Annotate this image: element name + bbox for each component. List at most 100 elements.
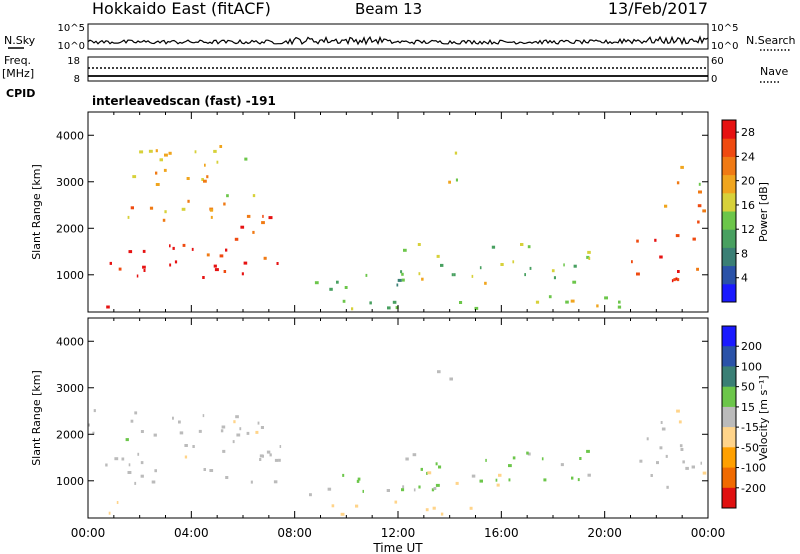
noise-right-tick-top: 10^5 (711, 23, 738, 34)
velocity-echo-cell (108, 511, 111, 515)
date-title: 13/Feb/2017 (608, 0, 708, 18)
velocity-echo-cell (435, 483, 440, 487)
power-echo-cell (209, 208, 214, 212)
velocity-echo-cell (666, 485, 669, 489)
power-echo-cell (698, 190, 702, 194)
velocity-echo-cell (246, 431, 250, 435)
power-echo-cell (210, 215, 213, 219)
power-echo-cell (155, 149, 158, 153)
power-colorbar-tick-label: 24 (741, 150, 755, 163)
power-echoes (106, 145, 706, 311)
velocity-echo-cell (309, 493, 312, 497)
noise-right-tick-bottom: 10^0 (711, 41, 738, 52)
velocity-echo-cell (327, 487, 332, 491)
power-echo-cell (369, 301, 372, 305)
velocity-echo-cell (154, 469, 157, 473)
freq-left-tick-bottom: 8 (74, 74, 80, 85)
power-colorbar-segment (722, 229, 736, 248)
velocity-echo-cell (418, 485, 421, 489)
power-echo-cell (336, 280, 339, 284)
power-ytick-label: 2000 (56, 222, 84, 235)
power-echo-cell (565, 300, 569, 304)
velocity-ylabel: Slant Range [km] (30, 370, 43, 466)
power-echo-cell (206, 253, 210, 257)
velocity-echo-cell (449, 377, 453, 381)
velocity-echo-cell (455, 481, 459, 485)
velocity-echo-cell (413, 488, 416, 492)
power-echo-cell (400, 270, 403, 274)
power-echo-cell (659, 255, 663, 259)
velocity-echo-cell (128, 463, 131, 467)
power-echo-cell (587, 250, 591, 254)
power-echo-cell (252, 230, 255, 234)
power-echo-cell (164, 210, 167, 214)
power-echo-cell (213, 149, 217, 153)
power-echo-cell (276, 262, 279, 265)
power-colorbar-tick-label: 8 (741, 247, 748, 260)
power-echo-cell (241, 272, 244, 276)
velocity-echo-cell (679, 444, 683, 448)
power-echo-cell (159, 158, 163, 162)
power-echo-cell (418, 272, 421, 276)
velocity-echo-cell (682, 460, 685, 464)
power-echo-cell (395, 306, 399, 310)
velocity-colorbar-tick-label: 50 (741, 381, 755, 394)
power-echo-cell (548, 295, 552, 299)
velocity-echo-cell (220, 429, 224, 433)
velocity-echo-cell (278, 458, 281, 462)
velocity-echo-cell (260, 426, 264, 429)
velocity-echo-cell (88, 423, 90, 427)
time-tick-label: 00:00 (71, 526, 106, 540)
velocity-colorbar-segment (722, 447, 736, 468)
velocity-colorbar-segment (722, 346, 736, 367)
velocity-ytick-label: 1000 (56, 475, 84, 488)
velocity-echo-cell (560, 463, 564, 467)
velocity-echo-cell (587, 473, 591, 477)
velocity-echo-cell (469, 506, 473, 510)
velocity-echo-cell (172, 416, 174, 420)
velocity-echo-cell (232, 440, 235, 444)
nsearch-label: N.Search (746, 34, 796, 47)
power-echo-cell (268, 216, 273, 220)
power-echo-cell (136, 274, 139, 278)
power-echo-cell (262, 214, 264, 218)
time-tick-label: 20:00 (587, 526, 622, 540)
velocity-echo-cell (209, 469, 214, 472)
velocity-echo-cell (496, 483, 500, 487)
freq-unit-label: [MHz] (2, 67, 34, 80)
power-echo-cell (527, 245, 531, 249)
velocity-ytick-label: 2000 (56, 428, 84, 441)
velocity-echo-cell (437, 370, 441, 374)
velocity-ytick-label: 4000 (56, 335, 84, 348)
velocity-echo-cell (114, 457, 119, 461)
power-echo-cell (314, 281, 319, 285)
velocity-echo-cell (116, 501, 119, 504)
power-echo-cell (329, 287, 333, 291)
power-echo-cell (263, 256, 267, 260)
power-echo-cell (617, 305, 622, 309)
power-colorbar-label: Power [dB] (757, 182, 770, 242)
velocity-echo-cell (401, 488, 405, 492)
power-echo-cell (654, 238, 657, 242)
power-colorbar-tick-label: 12 (741, 223, 755, 236)
power-echo-cell (132, 175, 137, 179)
velocity-echo-cell (140, 461, 144, 465)
velocity-echo-cell (153, 433, 157, 437)
power-echo-cell (479, 266, 482, 270)
power-echo-cell (219, 145, 223, 148)
velocity-echo-cell (471, 474, 476, 478)
power-echo-cell (186, 177, 190, 180)
power-echo-cell (588, 257, 591, 260)
power-colorbar-segment (722, 192, 736, 212)
velocity-echo-cell (340, 512, 345, 516)
velocity-echo-cell (233, 420, 236, 424)
time-tick-label: 12:00 (381, 526, 416, 540)
power-echo-cell (106, 305, 110, 309)
velocity-colorbar-frame (721, 325, 737, 509)
velocity-echo-cell (362, 489, 364, 493)
velocity-ytick-label: 3000 (56, 382, 84, 395)
velocity-colorbar-tick-label: -50 (741, 441, 759, 454)
velocity-echo-cell (433, 487, 437, 490)
noise-panel: 10^5 10^0 10^5 10^0 (58, 23, 739, 52)
power-echo-cell (664, 204, 668, 208)
